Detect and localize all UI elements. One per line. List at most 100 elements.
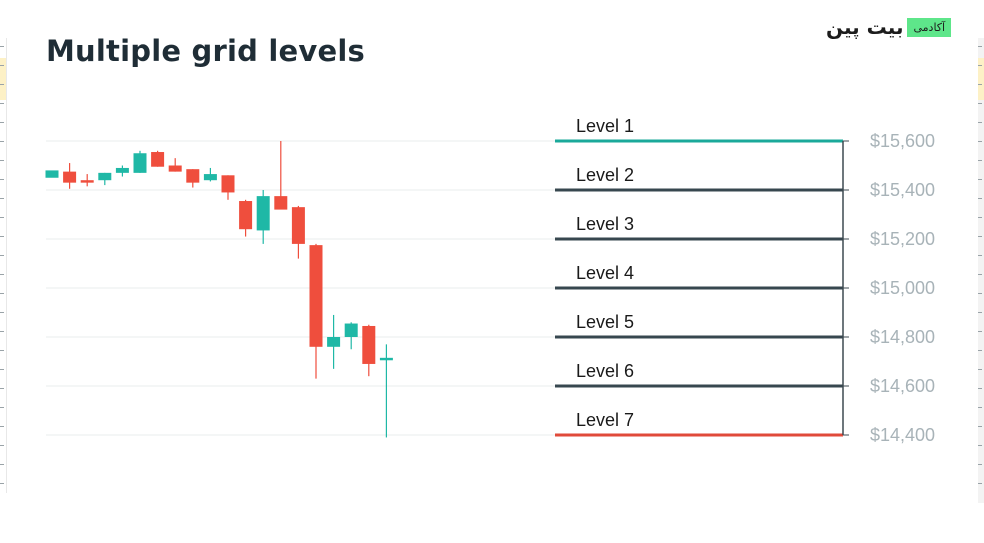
brand-logo-name: بیت پین — [826, 15, 904, 39]
frame-tick — [0, 255, 4, 256]
frame-tick — [0, 350, 4, 351]
candle-body — [379, 357, 393, 361]
frame-tick — [978, 331, 982, 332]
candle — [186, 169, 200, 188]
candle — [379, 344, 393, 438]
y-tick-label: $15,200 — [870, 229, 935, 249]
right-highlight-band — [978, 58, 984, 100]
frame-tick — [978, 426, 982, 427]
frame-tick — [978, 445, 982, 446]
frame-tick — [978, 122, 982, 123]
candle-body — [239, 201, 253, 230]
frame-tick — [978, 312, 982, 313]
frame-tick — [0, 198, 4, 199]
candle-body — [274, 196, 288, 210]
candle — [256, 190, 270, 244]
candle — [63, 163, 77, 189]
candle-body — [63, 171, 77, 183]
frame-tick — [978, 483, 982, 484]
frame-tick — [0, 445, 4, 446]
candle — [239, 199, 253, 237]
candle-body — [186, 169, 200, 183]
frame-tick — [978, 160, 982, 161]
frame-tick — [978, 274, 982, 275]
candle-body — [362, 325, 376, 364]
frame-tick — [0, 464, 4, 465]
frame-tick — [0, 103, 4, 104]
y-tick-label: $14,400 — [870, 425, 935, 445]
frame-tick — [978, 179, 982, 180]
frame-tick — [978, 407, 982, 408]
frame-tick — [0, 84, 4, 85]
candle — [203, 167, 217, 182]
left-frame-edge — [0, 38, 7, 493]
frame-tick — [0, 293, 4, 294]
frame-tick — [0, 65, 4, 66]
frame-tick — [0, 407, 4, 408]
frame-tick — [978, 198, 982, 199]
level-label: Level 4 — [576, 263, 634, 283]
level-label: Level 2 — [576, 165, 634, 185]
y-tick-label: $14,800 — [870, 327, 935, 347]
frame-tick — [0, 331, 4, 332]
candle-body — [151, 152, 165, 167]
brand-logo: بیت پین آکادمی — [826, 12, 952, 42]
frame-tick — [0, 312, 4, 313]
candle — [344, 322, 358, 350]
y-axis: $15,600 $15,400 $15,200 $15,000 $14,800 $14,6… — [842, 131, 935, 445]
frame-tick — [0, 141, 4, 142]
candle-body — [115, 167, 129, 173]
frame-tick — [978, 255, 982, 256]
candle — [45, 170, 59, 178]
candle-body — [80, 180, 94, 183]
candle-body — [327, 337, 341, 347]
frame-tick — [978, 236, 982, 237]
candle-body — [309, 245, 323, 347]
chart-title: Multiple grid levels — [46, 34, 365, 68]
frame-tick — [978, 369, 982, 370]
candle — [133, 150, 147, 173]
frame-tick — [978, 46, 982, 47]
right-frame-edge — [978, 38, 984, 503]
candle — [327, 314, 341, 369]
frame-tick — [0, 46, 4, 47]
candle — [309, 243, 323, 379]
candle-body — [344, 323, 358, 337]
frame-tick — [0, 369, 4, 370]
level-label: Level 3 — [576, 214, 634, 234]
frame-tick — [978, 293, 982, 294]
candle — [221, 175, 235, 200]
candle — [151, 150, 165, 167]
frame-tick — [0, 160, 4, 161]
frame-tick — [0, 122, 4, 123]
candle — [291, 205, 305, 259]
candle — [274, 141, 288, 210]
y-tick-label: $15,600 — [870, 131, 935, 151]
y-tick-label: $15,000 — [870, 278, 935, 298]
y-tick-label: $14,600 — [870, 376, 935, 396]
frame-tick — [978, 65, 982, 66]
left-highlight-band — [0, 58, 6, 100]
candle-body — [168, 165, 182, 172]
frame-tick — [978, 103, 982, 104]
grid-layer — [46, 140, 555, 436]
frame-tick — [0, 483, 4, 484]
frame-tick — [978, 350, 982, 351]
level-layer: Level 1 Level 2 Level 3 Level 4 Level 5 Level… — [555, 116, 843, 437]
candle — [98, 172, 112, 186]
level-label: Level 7 — [576, 410, 634, 430]
candle — [115, 165, 129, 177]
candle-layer — [45, 141, 393, 438]
frame-tick — [978, 388, 982, 389]
y-tick-label: $15,400 — [870, 180, 935, 200]
frame-tick — [978, 84, 982, 85]
level-label: Level 1 — [576, 116, 634, 136]
candle — [362, 324, 376, 377]
candle-body — [291, 207, 305, 244]
frame-tick — [978, 141, 982, 142]
candle-body — [256, 196, 270, 231]
level-label: Level 6 — [576, 361, 634, 381]
frame-tick — [0, 236, 4, 237]
frame-tick — [0, 179, 4, 180]
